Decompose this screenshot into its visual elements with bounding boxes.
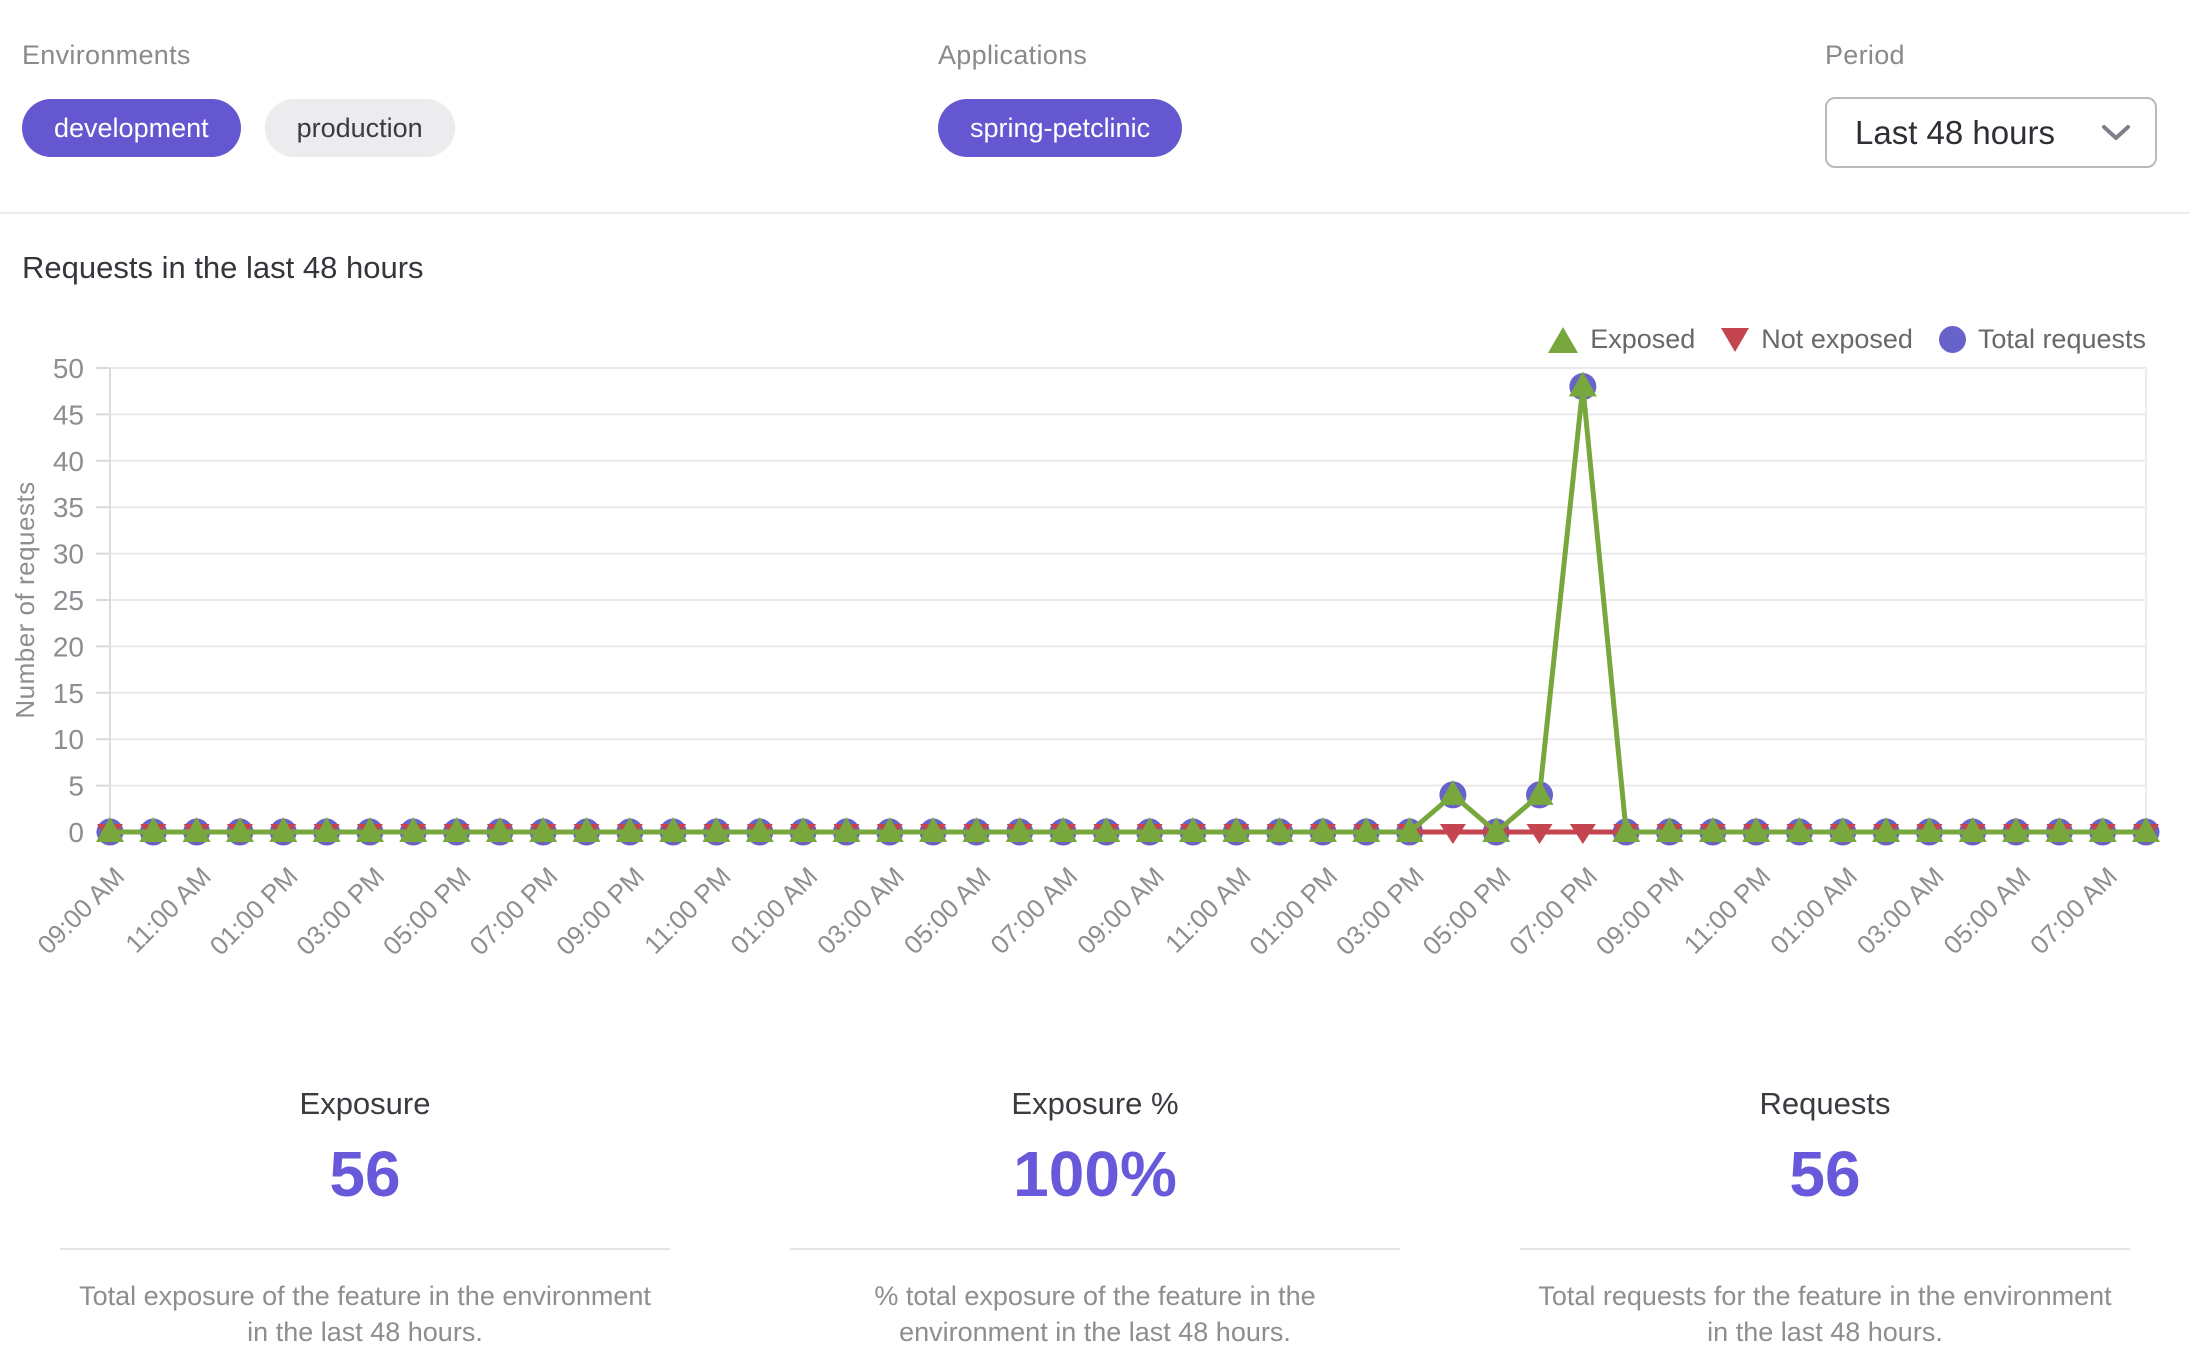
svg-text:35: 35 — [53, 492, 84, 523]
period-filter: Period Last 48 hours — [1825, 40, 2157, 168]
svg-text:11:00 AM: 11:00 AM — [119, 861, 217, 959]
environments-filter: Environments development production — [22, 40, 455, 157]
stat-card-requests: Requests 56 Total requests for the featu… — [1520, 1086, 2130, 1351]
svg-text:09:00 PM: 09:00 PM — [1590, 861, 1690, 961]
applications-pills: spring-petclinic — [938, 99, 1183, 157]
triangle-up-icon — [1548, 326, 1579, 353]
applications-filter: Applications spring-petclinic — [938, 40, 1183, 157]
y-grid-and-ticks: 0 5 10 15 20 25 30 35 40 45 50 — [53, 353, 2146, 848]
legend-label: Total requests — [1977, 324, 2146, 354]
svg-text:30: 30 — [53, 539, 84, 570]
stat-value: 56 — [1789, 1138, 1861, 1210]
axis-lines — [109, 368, 2147, 832]
period-select-value: Last 48 hours — [1855, 113, 2055, 151]
svg-text:45: 45 — [53, 399, 84, 430]
svg-text:0: 0 — [68, 817, 84, 848]
svg-text:03:00 PM: 03:00 PM — [1330, 861, 1430, 961]
svg-text:11:00 AM: 11:00 AM — [1159, 861, 1257, 959]
svg-text:03:00 AM: 03:00 AM — [811, 861, 910, 960]
environment-pill-production[interactable]: production — [264, 99, 455, 157]
svg-text:05:00 AM: 05:00 AM — [898, 861, 997, 960]
environments-label: Environments — [22, 40, 191, 70]
svg-text:01:00 AM: 01:00 AM — [724, 861, 823, 960]
svg-text:11:00 PM: 11:00 PM — [638, 861, 737, 960]
legend-item-exposed[interactable]: Exposed — [1548, 324, 1695, 355]
svg-text:07:00 PM: 07:00 PM — [464, 861, 564, 961]
svg-text:10: 10 — [53, 724, 84, 755]
triangle-down-icon — [1721, 327, 1750, 352]
svg-text:03:00 AM: 03:00 AM — [1851, 861, 1950, 960]
header-divider — [0, 212, 2190, 214]
period-label: Period — [1825, 40, 1905, 70]
application-pill-spring-petclinic[interactable]: spring-petclinic — [938, 99, 1183, 157]
stat-label: Requests — [1759, 1086, 1891, 1121]
legend-label: Not exposed — [1761, 324, 1913, 354]
chevron-down-icon — [2102, 124, 2130, 140]
stat-value: 56 — [329, 1138, 401, 1210]
svg-text:40: 40 — [53, 446, 84, 477]
svg-text:01:00 PM: 01:00 PM — [1243, 861, 1343, 961]
stat-card-exposure-percent: Exposure % 100% % total exposure of the … — [790, 1086, 1400, 1351]
legend-item-not-exposed[interactable]: Not exposed — [1721, 324, 1913, 355]
svg-text:09:00 PM: 09:00 PM — [550, 861, 650, 961]
svg-text:50: 50 — [53, 353, 84, 384]
svg-text:11:00 PM: 11:00 PM — [1678, 861, 1777, 960]
legend-label: Exposed — [1590, 324, 1696, 354]
stat-card-exposure: Exposure 56 Total exposure of the featur… — [60, 1086, 670, 1351]
svg-text:05:00 AM: 05:00 AM — [1937, 861, 2036, 960]
stat-value: 100% — [1013, 1138, 1177, 1210]
svg-text:20: 20 — [53, 631, 84, 662]
stat-divider — [790, 1248, 1400, 1250]
period-select[interactable]: Last 48 hours — [1825, 97, 2157, 168]
circle-icon — [1938, 326, 1966, 353]
stat-label: Exposure — [299, 1086, 431, 1121]
environment-pill-development[interactable]: development — [22, 99, 241, 157]
series-exposed — [96, 371, 2160, 842]
chart-title: Requests in the last 48 hours — [22, 250, 424, 285]
svg-text:09:00 AM: 09:00 AM — [31, 861, 130, 960]
svg-text:01:00 AM: 01:00 AM — [1764, 861, 1863, 960]
svg-text:09:00 AM: 09:00 AM — [1071, 861, 1170, 960]
svg-text:07:00 AM: 07:00 AM — [984, 861, 1083, 960]
chart-legend: Exposed Not exposed Total requests — [1536, 324, 2146, 355]
stats-row: Exposure 56 Total exposure of the featur… — [0, 1086, 2190, 1351]
y-axis-title: Number of requests — [10, 481, 40, 718]
svg-text:01:00 PM: 01:00 PM — [204, 861, 304, 961]
legend-item-total-requests[interactable]: Total requests — [1938, 324, 2146, 355]
svg-text:05:00 PM: 05:00 PM — [1417, 861, 1517, 961]
stat-divider — [1520, 1248, 2130, 1250]
svg-text:5: 5 — [68, 771, 84, 802]
svg-text:03:00 PM: 03:00 PM — [290, 861, 390, 961]
svg-text:25: 25 — [53, 585, 84, 616]
svg-text:05:00 PM: 05:00 PM — [377, 861, 477, 961]
stat-divider — [60, 1248, 670, 1250]
stat-label: Exposure % — [1011, 1086, 1179, 1121]
svg-text:15: 15 — [53, 678, 84, 709]
svg-text:07:00 PM: 07:00 PM — [1503, 861, 1603, 961]
environments-pills: development production — [22, 99, 455, 157]
series-total-requests — [96, 373, 2160, 846]
svg-text:07:00 AM: 07:00 AM — [2024, 861, 2123, 960]
applications-label: Applications — [938, 40, 1088, 70]
